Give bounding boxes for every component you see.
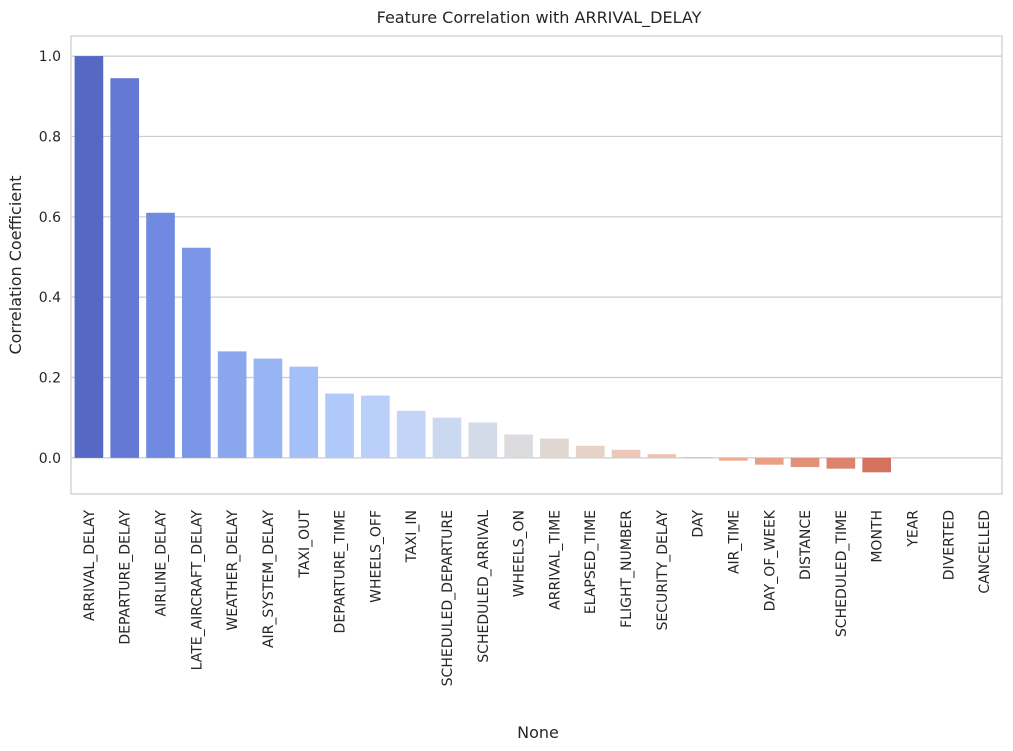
y-tick-label: 0.4 [39,290,61,306]
x-tick-label: AIRLINE_DELAY [154,510,170,617]
bar [862,457,891,473]
x-tick-label: MONTH [870,510,886,563]
bar [468,422,498,458]
bar [361,395,390,458]
x-tick-label: WHEELS_OFF [368,510,384,603]
x-tick-label: DEPARTURE_DELAY [118,510,134,645]
bar [575,445,605,458]
bar [719,457,748,461]
x-tick-label: WHEELS_ON [512,510,528,597]
chart-title: Feature Correlation with ARRIVAL_DELAY [377,8,702,28]
x-tick-label: TAXI_IN [404,510,420,563]
bar [396,410,426,458]
y-tick-label: 0.8 [39,129,61,145]
bar [253,358,283,458]
bar [146,212,175,458]
bar [826,457,856,469]
y-axis-title: Correlation Coefficient [6,175,25,354]
x-tick-label: FLIGHT_NUMBER [619,510,635,628]
x-tick-label: YEAR [905,510,921,548]
plot-frame [70,35,1003,495]
bar [611,449,641,458]
bar [289,366,319,458]
x-tick-label: TAXI_OUT [297,510,313,579]
x-axis-title: None [517,723,559,742]
x-tick-label: DISTANCE [798,510,814,580]
bar [182,247,211,458]
bar [683,457,712,458]
bars [74,56,891,473]
bar [647,454,677,458]
x-tick-label: SCHEDULED_DEPARTURE [440,510,456,686]
x-tick-label: DAY_OF_WEEK [762,509,778,611]
y-tick-label: 0.6 [39,210,61,226]
x-tick-label: ARRIVAL_DELAY [82,510,98,621]
x-tick-labels: ARRIVAL_DELAY DEPARTURE_DELAY AIRLINE_DELA… [82,509,993,686]
x-tick-label: SECURITY_DELAY [655,510,671,631]
x-tick-label: DIVERTED [941,510,957,580]
bar [325,393,354,458]
bar [217,351,247,458]
bar [110,78,140,458]
x-tick-label: AIR_SYSTEM_DELAY [261,510,277,648]
x-tick-label: CANCELLED [977,510,993,594]
x-tick-label: AIR_TIME [726,510,742,574]
x-tick-label: SCHEDULED_TIME [834,510,850,637]
x-tick-label: SCHEDULED_ARRIVAL [476,510,492,663]
bar [74,56,104,458]
y-tick-label: 0.0 [39,451,61,467]
y-tick-label: 0.2 [39,370,61,386]
x-tick-label: LATE_AIRCRAFT_DELAY [189,510,205,671]
x-tick-label: WEATHER_DELAY [225,510,241,631]
bar [504,434,533,458]
x-tick-label: DEPARTURE_TIME [333,510,349,633]
bar [790,457,820,468]
y-tick-labels: 0.0 0.2 0.4 0.6 0.8 1.0 [39,49,61,467]
x-tick-label: DAY [691,510,707,538]
bar [540,438,569,458]
x-tick-label: ELAPSED_TIME [583,510,599,614]
y-tick-label: 1.0 [39,49,61,65]
bar [754,457,784,465]
bar [432,417,462,458]
x-tick-label: ARRIVAL_TIME [547,510,563,610]
